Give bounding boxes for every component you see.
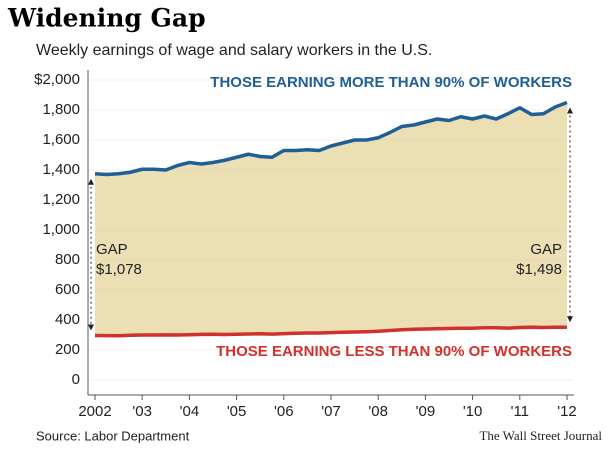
x-tick-label: 2002 [78, 403, 111, 420]
y-tick-label: 1,600 [42, 131, 80, 148]
credit: The Wall Street Journal [479, 428, 602, 443]
y-tick-label: 1,800 [42, 101, 80, 118]
x-tick-label: '03 [132, 403, 152, 420]
chart-subtitle: Weekly earnings of wage and salary worke… [36, 42, 432, 59]
gap-label: GAP [530, 241, 562, 258]
x-tick-label: '04 [180, 403, 200, 420]
series-line [94, 100, 568, 177]
series-line [94, 325, 567, 338]
chart-title: Widening Gap [7, 4, 206, 33]
y-tick-label: 1,200 [42, 191, 80, 208]
x-tick-label: '10 [463, 403, 483, 420]
gap-value: $1,078 [96, 261, 142, 278]
gap-label: GAP [96, 241, 128, 258]
gap-value: $1,498 [516, 261, 562, 278]
x-tick-label: '08 [368, 403, 388, 420]
x-tick-label: '07 [321, 403, 341, 420]
y-tick-label: 200 [55, 341, 80, 358]
source: Source: Labor Department [36, 428, 190, 443]
x-tick-label: '12 [557, 403, 577, 420]
x-tick-label: '05 [227, 403, 247, 420]
y-tick-label: 1,000 [42, 221, 80, 238]
series-label: THOSE EARNING LESS THAN 90% OF WORKERS [216, 343, 572, 360]
y-tick-label: 400 [55, 311, 80, 328]
y-tick-label: $2,000 [34, 71, 80, 88]
x-tick-label: '09 [416, 403, 436, 420]
y-tick-label: 0 [72, 371, 80, 388]
x-tick-label: '06 [274, 403, 294, 420]
y-tick-label: 600 [55, 281, 80, 298]
series-label: THOSE EARNING MORE THAN 90% OF WORKERS [210, 74, 572, 91]
y-tick-label: 800 [55, 251, 80, 268]
gap-area [95, 102, 567, 336]
y-tick-label: 1,400 [42, 161, 80, 178]
x-tick-label: '11 [511, 403, 529, 420]
